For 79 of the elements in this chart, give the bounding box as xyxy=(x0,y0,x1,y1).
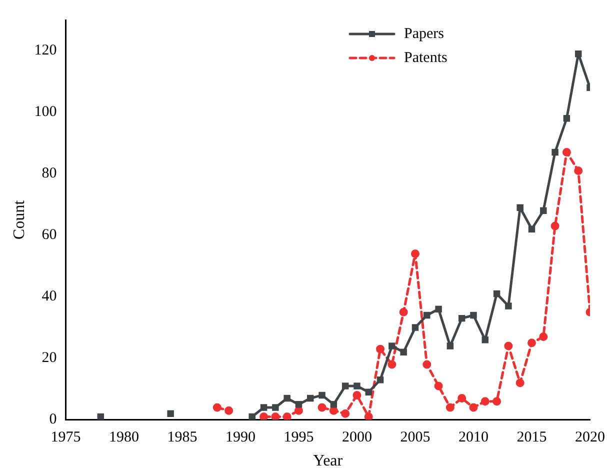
point xyxy=(550,222,560,230)
x-tick-label: 2020 xyxy=(575,430,605,446)
point xyxy=(260,412,268,420)
point xyxy=(307,394,314,402)
y-tick-label: 80 xyxy=(42,166,57,182)
legend-label: Patents xyxy=(404,50,448,66)
y-tick-label: 60 xyxy=(42,227,57,244)
point xyxy=(399,308,408,316)
x-tick-label: 1980 xyxy=(108,430,139,446)
y-tick-label: 100 xyxy=(34,104,57,120)
point xyxy=(482,336,489,344)
point xyxy=(364,412,373,420)
x-tick-label: 1985 xyxy=(167,430,198,446)
point xyxy=(212,403,222,412)
point xyxy=(318,403,326,412)
y-tick-label: 20 xyxy=(42,350,57,366)
point xyxy=(376,344,385,354)
point xyxy=(388,342,396,350)
point xyxy=(260,404,268,411)
point xyxy=(330,401,338,408)
point xyxy=(505,302,512,310)
point xyxy=(492,397,502,406)
point xyxy=(434,382,443,390)
point xyxy=(504,342,513,350)
point xyxy=(480,397,490,406)
y-tick-label: 120 xyxy=(34,42,57,59)
point xyxy=(562,148,571,156)
y-tick-label: 40 xyxy=(42,288,57,305)
point xyxy=(446,342,454,350)
point xyxy=(341,409,350,418)
point xyxy=(272,404,279,411)
point xyxy=(365,388,372,396)
point xyxy=(388,360,396,369)
point xyxy=(493,290,500,298)
point xyxy=(458,394,466,403)
point xyxy=(528,226,536,232)
point xyxy=(284,394,290,402)
x-tick-label: 1995 xyxy=(284,430,314,446)
point xyxy=(167,410,174,418)
point xyxy=(295,401,302,408)
point xyxy=(574,166,583,175)
point xyxy=(527,338,536,348)
legend-label: Papers xyxy=(404,26,444,42)
x-tick-label: 2000 xyxy=(342,430,372,446)
y-axis-title: Count xyxy=(10,200,28,240)
point xyxy=(412,324,419,331)
point xyxy=(435,306,442,312)
point xyxy=(574,50,582,58)
point xyxy=(539,332,548,342)
point xyxy=(318,392,326,399)
point xyxy=(458,314,466,322)
x-tick-label: 1990 xyxy=(225,430,256,446)
point xyxy=(516,204,524,211)
point xyxy=(271,412,280,420)
point xyxy=(282,412,292,420)
x-tick-label: 1975 xyxy=(50,430,81,446)
y-tick-label: 0 xyxy=(49,412,57,428)
point xyxy=(540,207,547,214)
x-tick-label: 2010 xyxy=(458,430,488,446)
point xyxy=(97,413,104,420)
point xyxy=(410,249,420,258)
point xyxy=(354,382,360,390)
point xyxy=(376,376,384,384)
point xyxy=(469,403,478,412)
x-tick-label: 2015 xyxy=(516,430,547,446)
point xyxy=(342,382,349,390)
point xyxy=(516,378,524,388)
x-axis-title: Year xyxy=(313,452,344,470)
point xyxy=(422,360,432,369)
point xyxy=(400,348,407,356)
x-tick-label: 2005 xyxy=(400,430,430,446)
point xyxy=(552,148,558,156)
point xyxy=(352,390,362,400)
point xyxy=(424,312,430,319)
point xyxy=(224,406,234,415)
point xyxy=(470,312,477,319)
point xyxy=(446,403,454,412)
point xyxy=(563,115,570,122)
point xyxy=(248,413,256,420)
